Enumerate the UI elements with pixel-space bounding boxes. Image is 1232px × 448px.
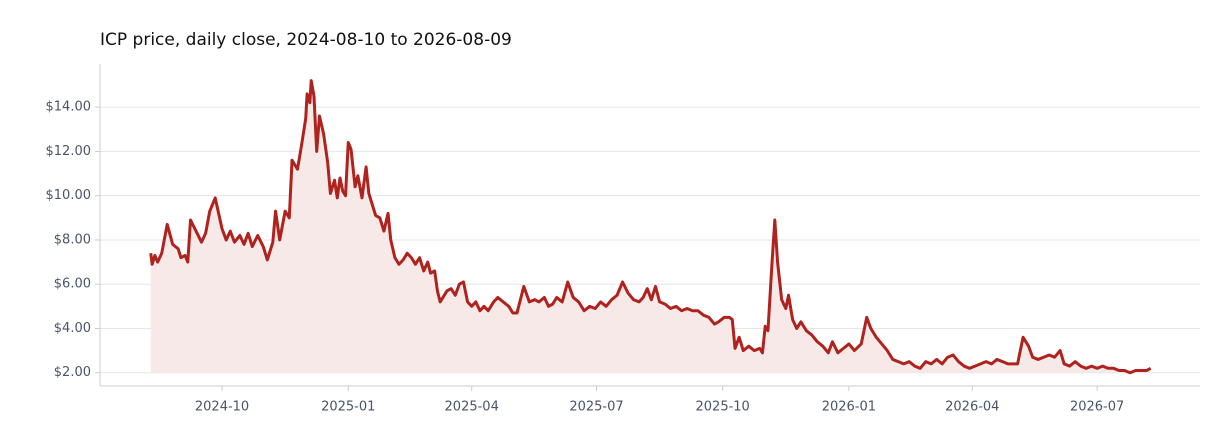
x-tick-label: 2024-10 — [195, 400, 249, 415]
chart-title: ICP price, daily close, 2024-08-10 to 20… — [100, 30, 512, 50]
x-tick-label: 2026-01 — [822, 400, 876, 415]
y-tick-label: $12.00 — [46, 144, 92, 159]
x-tick-label: 2025-01 — [321, 400, 375, 415]
x-tick-label: 2026-07 — [1070, 400, 1124, 415]
area — [150, 80, 1151, 373]
price-line — [149, 79, 1152, 375]
x-tick-label: 2025-07 — [569, 400, 623, 415]
x-tick-label: 2026-04 — [945, 400, 999, 415]
y-tick-label: $14.00 — [46, 100, 92, 115]
y-tick-label: $8.00 — [54, 232, 91, 247]
y-tick-label: $4.00 — [54, 321, 91, 336]
x-tick-label: 2025-10 — [696, 400, 750, 415]
y-tick-label: $2.00 — [54, 365, 91, 380]
y-tick-label: $6.00 — [54, 277, 91, 292]
y-tick-label: $10.00 — [46, 188, 92, 203]
x-tick-label: 2025-04 — [445, 400, 499, 415]
